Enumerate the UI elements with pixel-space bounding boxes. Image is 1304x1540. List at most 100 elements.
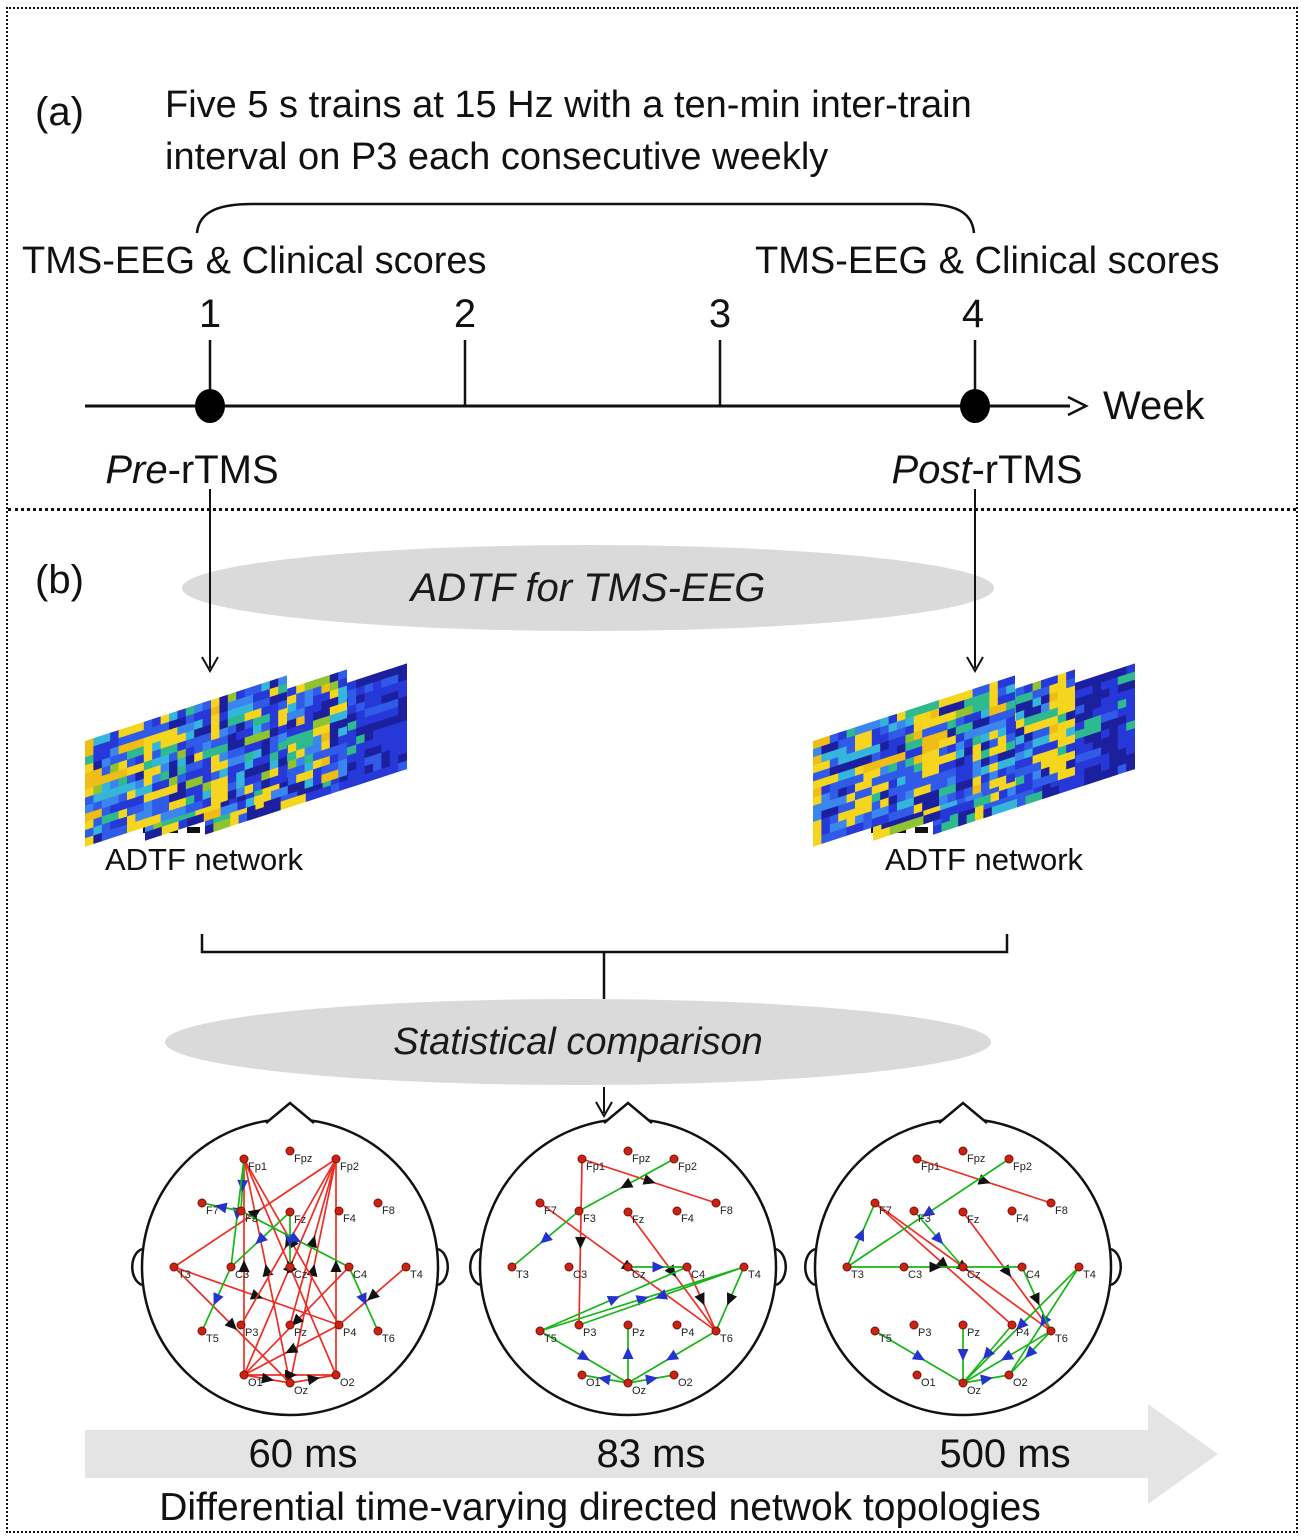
electrode-O2 — [669, 1370, 679, 1380]
electrode-label-Oz: Oz — [632, 1385, 646, 1397]
electrode-label-C4: C4 — [1026, 1269, 1040, 1281]
timepoint-500ms: 500 ms — [939, 1432, 1071, 1476]
electrode-label-T4: T4 — [748, 1269, 761, 1281]
electrode-label-Fpz: Fpz — [294, 1153, 312, 1165]
electrode-Fz — [958, 1207, 968, 1217]
electrode-label-Fpz: Fpz — [967, 1153, 985, 1165]
electrode-P4 — [1007, 1320, 1017, 1330]
electrode-O2 — [1004, 1370, 1014, 1380]
electrode-F3 — [909, 1206, 919, 1216]
electrode-label-Fz: Fz — [632, 1214, 644, 1226]
figure-caption: Differential time-varying directed netwo… — [159, 1486, 1041, 1529]
electrode-F4 — [1007, 1206, 1017, 1216]
electrode-label-P3: P3 — [918, 1327, 931, 1339]
electrode-C3 — [564, 1262, 574, 1272]
week-number-2: 2 — [453, 292, 477, 336]
week4-marker-dot — [960, 389, 990, 423]
statistical-comparison-label: Statistical comparison — [393, 1020, 763, 1063]
electrode-label-Oz: Oz — [967, 1385, 981, 1397]
electrode-label-Fz: Fz — [967, 1214, 979, 1226]
electrode-T5 — [197, 1326, 207, 1336]
electrode-label-T3: T3 — [851, 1269, 864, 1281]
left-ear-outline — [804, 1247, 816, 1287]
electrode-label-Fp1: Fp1 — [248, 1161, 267, 1173]
electrode-Oz — [285, 1378, 295, 1388]
electrode-F4 — [672, 1206, 682, 1216]
electrode-label-Pz: Pz — [967, 1327, 980, 1339]
electrode-label-Fp2: Fp2 — [1013, 1161, 1032, 1173]
electrode-label-Pz: Pz — [294, 1327, 307, 1339]
brain-topology-map-60ms: Fp1 Fpz Fp2 F7 F3 Fz F4 F8 T3 C3 Cz C4 T4 T5 P3 Pz P4 T6 O… — [131, 1101, 449, 1417]
adtf-network-label-right: ADTF network — [884, 842, 1084, 877]
electrode-label-F3: F3 — [245, 1213, 258, 1225]
electrode-Fp1 — [912, 1154, 922, 1164]
electrode-label-Fp2: Fp2 — [340, 1161, 359, 1173]
electrode-label-P4: P4 — [343, 1327, 356, 1339]
electrode-T5 — [870, 1326, 880, 1336]
electrode-P3 — [236, 1320, 246, 1330]
post-rtms-italic: Post — [891, 448, 972, 492]
electrode-label-O2: O2 — [678, 1377, 693, 1389]
electrode-P4 — [672, 1320, 682, 1330]
electrode-T4 — [1074, 1262, 1084, 1272]
electrode-label-F7: F7 — [879, 1205, 892, 1217]
right-ear-outline — [1110, 1247, 1122, 1287]
nose-outline — [603, 1101, 653, 1124]
timepoint-60ms: 60 ms — [248, 1432, 358, 1476]
time-axis-block-arrow — [85, 1404, 1218, 1504]
adtf-ellipse: ADTF for TMS-EEG — [182, 545, 994, 631]
electrode-O1 — [577, 1370, 587, 1380]
electrode-T4 — [739, 1262, 749, 1272]
electrode-F7 — [535, 1198, 545, 1208]
electrode-Oz — [623, 1378, 633, 1388]
electrode-F4 — [334, 1206, 344, 1216]
week-number-1: 1 — [198, 292, 222, 336]
electrode-F8 — [373, 1198, 383, 1208]
pre-rtms-arrow — [201, 489, 219, 674]
electrode-label-F4: F4 — [1016, 1213, 1029, 1225]
electrode-F8 — [711, 1198, 721, 1208]
nose-outline — [938, 1101, 988, 1124]
electrode-label-Fp1: Fp1 — [921, 1161, 940, 1173]
adtf-ellipse-label: ADTF for TMS-EEG — [410, 565, 766, 610]
timeline — [85, 340, 1089, 423]
brace — [195, 202, 976, 234]
electrode-T3 — [842, 1262, 852, 1272]
electrode-label-T3: T3 — [516, 1269, 529, 1281]
electrode-P4 — [334, 1320, 344, 1330]
electrode-label-P3: P3 — [583, 1327, 596, 1339]
electrode-label-O1: O1 — [248, 1377, 263, 1389]
timepoint-83ms: 83 ms — [596, 1432, 706, 1476]
electrode-label-O2: O2 — [340, 1377, 355, 1389]
electrode-label-T3: T3 — [178, 1269, 191, 1281]
brain-topology-map-500ms: Fp1 Fpz Fp2 F7 F3 Fz F4 F8 T3 C3 Cz C4 T4 T5 P3 Pz P4 T6 O… — [804, 1101, 1122, 1417]
electrode-label-T6: T6 — [1055, 1333, 1068, 1345]
heading-line2: interval on P3 each consecutive weekly — [165, 136, 829, 178]
pre-rtms-rest: -rTMS — [167, 448, 279, 492]
electrode-C4 — [1017, 1262, 1027, 1272]
electrode-Fp2 — [669, 1154, 679, 1164]
electrode-label-T5: T5 — [879, 1333, 892, 1345]
electrode-Fpz — [623, 1146, 633, 1156]
electrode-C4 — [682, 1262, 692, 1272]
week-number-4: 4 — [961, 292, 985, 336]
electrode-T4 — [401, 1262, 411, 1272]
electrode-T6 — [1046, 1326, 1056, 1336]
electrode-T5 — [535, 1326, 545, 1336]
electrode-F8 — [1046, 1198, 1056, 1208]
electrode-C3 — [899, 1262, 909, 1272]
left-ear-outline — [131, 1247, 143, 1287]
electrode-label-O2: O2 — [1013, 1377, 1028, 1389]
post-rtms-rest: -rTMS — [971, 448, 1083, 492]
electrode-F3 — [236, 1206, 246, 1216]
week-axis-label: Week — [1103, 384, 1205, 428]
electrode-label-C4: C4 — [691, 1269, 705, 1281]
left-ear-outline — [469, 1247, 481, 1287]
electrode-label-C3: C3 — [235, 1269, 249, 1281]
electrode-Fp2 — [1004, 1154, 1014, 1164]
electrode-Fp1 — [239, 1154, 249, 1164]
electrode-label-T4: T4 — [1083, 1269, 1096, 1281]
comparison-bracket — [200, 934, 1009, 999]
electrode-label-F7: F7 — [544, 1205, 557, 1217]
